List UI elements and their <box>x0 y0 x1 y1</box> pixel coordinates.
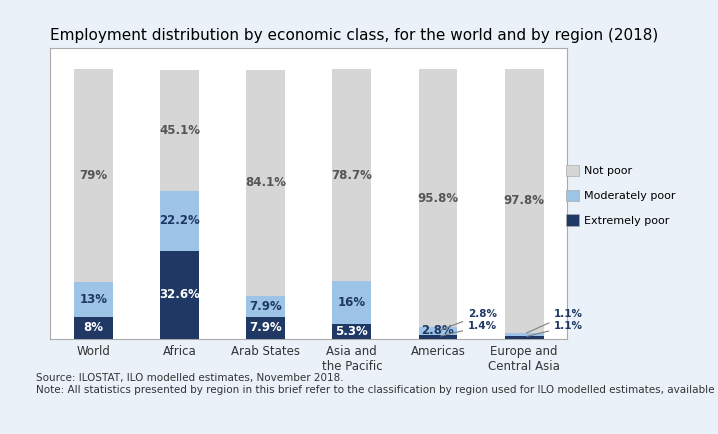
Text: 5.3%: 5.3% <box>335 325 368 338</box>
Text: 16%: 16% <box>337 296 366 309</box>
Bar <box>332 281 371 324</box>
Bar <box>246 69 285 296</box>
Bar <box>74 69 113 282</box>
Text: Employment distribution by economic class, for the world and by region (2018): Employment distribution by economic clas… <box>50 28 658 43</box>
Text: 1.4%: 1.4% <box>441 321 498 336</box>
Text: 7.9%: 7.9% <box>249 300 282 313</box>
Bar <box>505 332 544 335</box>
Text: 8%: 8% <box>83 321 103 334</box>
Bar <box>419 69 457 327</box>
Bar <box>246 296 285 317</box>
Bar <box>160 191 199 251</box>
Text: 84.1%: 84.1% <box>245 176 286 189</box>
Text: 13%: 13% <box>80 293 107 306</box>
Text: 45.1%: 45.1% <box>159 124 200 137</box>
Bar <box>505 69 544 332</box>
Text: 2.8%: 2.8% <box>441 309 497 330</box>
Bar <box>505 335 544 339</box>
Text: Source: ILOSTAT, ILO modelled estimates, November 2018.
Note: All statistics pre: Source: ILOSTAT, ILO modelled estimates,… <box>36 373 718 395</box>
Text: 32.6%: 32.6% <box>159 288 200 301</box>
Bar <box>160 251 199 339</box>
Text: 1.1%: 1.1% <box>527 309 583 333</box>
Bar <box>419 327 457 335</box>
Bar <box>419 335 457 339</box>
Text: 7.9%: 7.9% <box>249 322 282 334</box>
Text: 95.8%: 95.8% <box>417 192 459 205</box>
Text: 2.8%: 2.8% <box>421 325 454 338</box>
Text: 22.2%: 22.2% <box>159 214 200 227</box>
Text: 78.7%: 78.7% <box>332 169 372 182</box>
Bar <box>332 324 371 339</box>
Bar <box>74 282 113 317</box>
Bar <box>246 317 285 339</box>
Text: 97.8%: 97.8% <box>503 194 545 207</box>
Text: 1.1%: 1.1% <box>527 321 583 336</box>
Bar <box>332 69 371 281</box>
Bar <box>74 317 113 339</box>
Text: 79%: 79% <box>79 169 108 182</box>
Legend: Not poor, Moderately poor, Extremely poor: Not poor, Moderately poor, Extremely poo… <box>566 165 676 226</box>
Bar <box>160 69 199 191</box>
